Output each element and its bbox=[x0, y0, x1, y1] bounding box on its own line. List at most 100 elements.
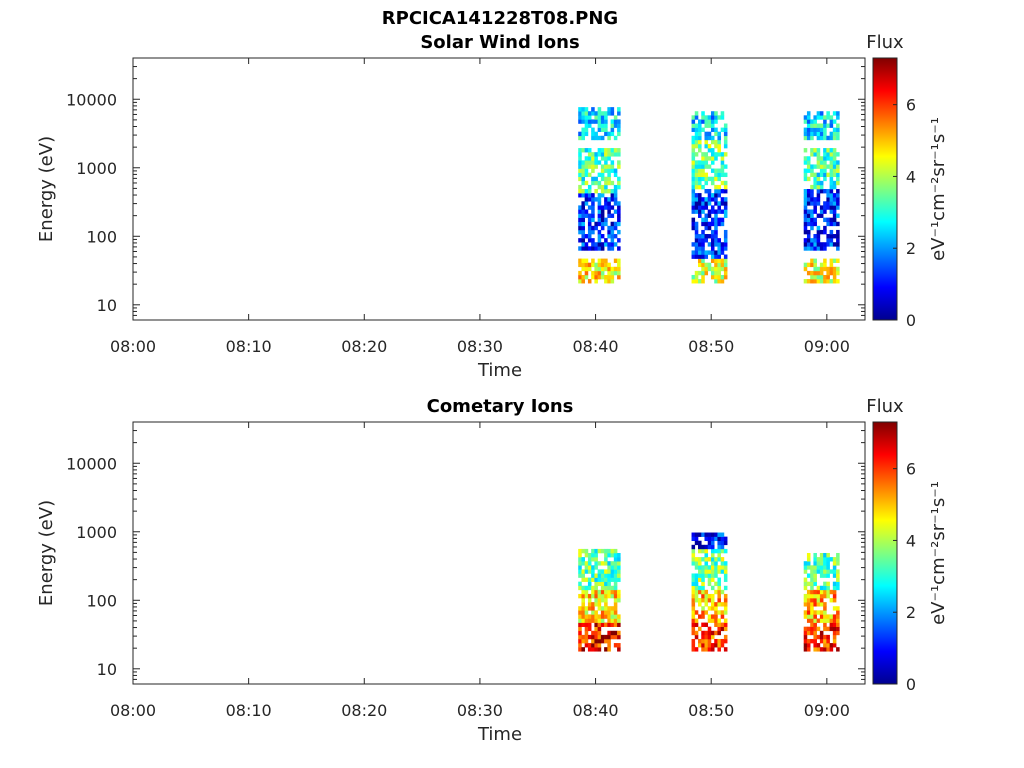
spectrogram-cell bbox=[701, 270, 705, 276]
spectrogram-cell bbox=[610, 622, 615, 627]
spectrogram-cell bbox=[819, 213, 824, 218]
spectrogram-cell bbox=[826, 234, 830, 239]
spectrogram-cell bbox=[836, 577, 840, 582]
spectrogram-cell bbox=[584, 172, 589, 178]
spectrogram-cell bbox=[813, 123, 817, 128]
spectrogram-cell bbox=[717, 544, 721, 550]
spectrogram-cell bbox=[600, 561, 605, 566]
spectrogram-cell bbox=[720, 536, 725, 542]
spectrogram-cell bbox=[723, 180, 728, 186]
spectrogram-cell bbox=[594, 262, 598, 268]
spectrogram-cell bbox=[607, 553, 611, 558]
spectrogram-cell bbox=[723, 638, 728, 644]
spectrogram-cell bbox=[701, 577, 705, 582]
spectrogram-cell bbox=[691, 618, 696, 623]
spectrogram-cell bbox=[704, 557, 709, 562]
spectrogram-cell bbox=[832, 614, 837, 619]
spectrogram-cell bbox=[591, 229, 595, 235]
spectrogram-cell bbox=[597, 548, 602, 554]
spectrogram-cell bbox=[717, 209, 721, 214]
spectrogram-cell bbox=[591, 135, 595, 141]
spectrogram-cell bbox=[701, 544, 705, 550]
spectrogram-cell bbox=[581, 557, 585, 562]
spectrogram-cell bbox=[717, 548, 721, 554]
spectrogram-cell bbox=[823, 160, 827, 165]
spectrogram-cell bbox=[803, 565, 808, 570]
spectrogram-cell bbox=[707, 606, 712, 611]
spectrogram-cell bbox=[710, 123, 715, 128]
spectrogram-cell bbox=[607, 172, 611, 178]
spectrogram-cell bbox=[823, 258, 827, 263]
spectrogram-cell bbox=[813, 201, 817, 206]
spectrogram-cell bbox=[691, 217, 696, 223]
spectrogram-cell bbox=[604, 581, 608, 587]
spectrogram-cell bbox=[826, 614, 830, 619]
spectrogram-cell bbox=[578, 614, 582, 619]
spectrogram-cell bbox=[806, 229, 811, 235]
spectrogram-cell bbox=[832, 217, 837, 223]
spectrogram-cell bbox=[826, 593, 830, 599]
spectrogram-cell bbox=[826, 164, 830, 169]
spectrogram-cell bbox=[829, 569, 834, 574]
spectrogram-cell bbox=[698, 246, 702, 251]
spectrogram-cell bbox=[704, 201, 709, 206]
spectrogram-cell bbox=[714, 201, 718, 206]
spectrogram-cell bbox=[704, 610, 709, 615]
spectrogram-cell bbox=[826, 626, 830, 632]
spectrogram-cell bbox=[584, 593, 589, 599]
spectrogram-cell bbox=[701, 614, 705, 619]
spectrogram-cell bbox=[829, 193, 834, 198]
spectrogram-cell bbox=[594, 246, 598, 251]
spectrogram-cell bbox=[823, 614, 827, 619]
spectrogram-cell bbox=[698, 184, 702, 190]
spectrogram-cell bbox=[810, 258, 814, 263]
spectrogram-cell bbox=[710, 266, 715, 272]
spectrogram-cell bbox=[803, 205, 808, 210]
spectrogram-cell bbox=[819, 553, 824, 558]
spectrogram-cell bbox=[710, 221, 715, 227]
spectrogram-cell bbox=[604, 164, 608, 169]
spectrogram-cell bbox=[723, 270, 728, 276]
spectrogram-cell bbox=[610, 123, 615, 128]
spectrogram-cell bbox=[723, 606, 728, 611]
spectrogram-cell bbox=[714, 176, 718, 182]
y-tick-label: 100 bbox=[86, 227, 117, 246]
spectrogram-cell bbox=[819, 131, 824, 137]
spectrogram-cell bbox=[698, 254, 702, 259]
spectrogram-cell bbox=[710, 618, 715, 623]
spectrogram-cell bbox=[710, 168, 715, 173]
spectrogram-cell bbox=[836, 647, 840, 652]
spectrogram-cell bbox=[816, 557, 821, 562]
spectrogram-cell bbox=[836, 164, 840, 169]
spectrogram-cell bbox=[600, 242, 605, 247]
spectrogram-cell bbox=[714, 197, 718, 202]
spectrogram-cell bbox=[714, 262, 718, 268]
spectrogram-cell bbox=[714, 139, 718, 145]
spectrogram-cell bbox=[691, 577, 696, 582]
spectrogram-cell bbox=[694, 242, 699, 247]
spectrogram-cell bbox=[714, 143, 718, 149]
spectrogram-cell bbox=[810, 189, 814, 194]
spectrogram-cell bbox=[698, 614, 702, 619]
spectrogram-cell bbox=[607, 189, 611, 194]
spectrogram-cell bbox=[617, 180, 621, 186]
spectrogram-cell bbox=[720, 643, 725, 648]
spectrogram-cell bbox=[604, 189, 608, 194]
spectrogram-cell bbox=[803, 127, 808, 132]
spectrogram-cell bbox=[578, 217, 582, 223]
spectrogram-cell bbox=[714, 238, 718, 243]
spectrogram-cell bbox=[691, 622, 696, 627]
spectrogram-cell bbox=[600, 168, 605, 173]
spectrogram-cell bbox=[698, 131, 702, 137]
spectrogram-cell bbox=[610, 238, 615, 243]
spectrogram-cell bbox=[704, 205, 709, 210]
spectrogram-cell bbox=[810, 221, 814, 227]
spectrogram-cell bbox=[587, 225, 592, 231]
spectrogram-cell bbox=[691, 160, 696, 165]
spectrogram-cell bbox=[698, 172, 702, 178]
spectrogram-cell bbox=[691, 189, 696, 194]
spectrogram-cell bbox=[591, 164, 595, 169]
spectrogram-cell bbox=[704, 115, 709, 120]
spectrogram-cell bbox=[591, 176, 595, 182]
spectrogram-cell bbox=[613, 225, 618, 231]
